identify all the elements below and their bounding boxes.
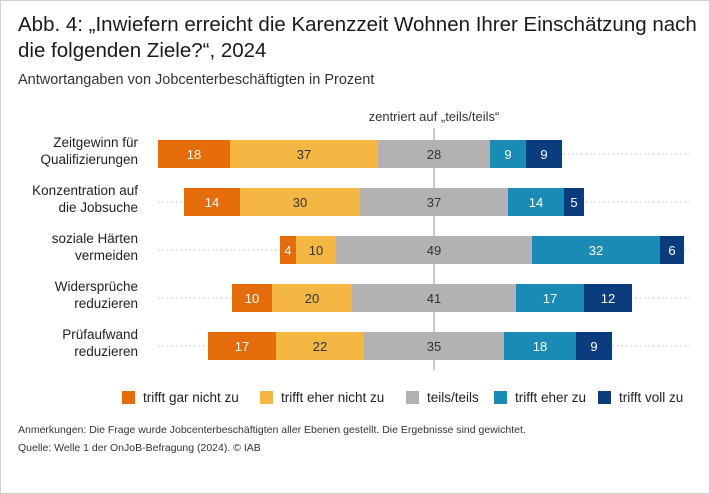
category-label: soziale Härten xyxy=(52,231,138,246)
category-label: reduzieren xyxy=(74,344,138,359)
bar-segment-trifft-gar-nicht-zu xyxy=(184,188,240,216)
category-label: Prüfaufwand xyxy=(62,327,138,342)
bar-value-label: 30 xyxy=(293,195,307,210)
bar-segment-teils-teils xyxy=(352,284,516,312)
legend-swatch xyxy=(260,390,273,404)
bar-segment-trifft-eher-zu xyxy=(490,140,526,168)
bar-value-label: 20 xyxy=(305,291,319,306)
bar-segment-trifft-voll-zu xyxy=(660,236,684,264)
bar-value-label: 49 xyxy=(427,243,441,258)
legend-label: teils/teils xyxy=(427,389,479,405)
bar-segment-trifft-gar-nicht-zu xyxy=(208,332,276,360)
chart-subtitle: Antwortangaben von Jobcenterbeschäftigte… xyxy=(18,72,375,88)
bar-segment-trifft-gar-nicht-zu xyxy=(232,284,272,312)
legend-label: trifft gar nicht zu xyxy=(143,389,239,405)
category-label: Konzentration auf xyxy=(32,183,138,198)
legend-item: trifft gar nicht zu xyxy=(122,388,239,406)
bar-value-label: 35 xyxy=(427,339,441,354)
diverging-stacked-bar-chart: zentriert auf „teils/teils“ 18 37 28 9 9 Zeitg… xyxy=(32,109,690,370)
bar-segment-trifft-eher-nicht-zu xyxy=(296,236,336,264)
category-label: Widersprüche xyxy=(55,279,138,294)
legend-label: trifft eher zu xyxy=(515,389,587,405)
bar-segment-trifft-gar-nicht-zu xyxy=(280,236,296,264)
bar-value-label: 37 xyxy=(427,195,441,210)
bar-value-label: 9 xyxy=(590,339,597,354)
legend-swatch xyxy=(122,390,135,404)
bar-value-label: 6 xyxy=(668,243,675,258)
bar-value-label: 12 xyxy=(601,291,615,306)
chart-title: Abb. 4: „Inwiefern erreicht die Karenzze… xyxy=(18,13,697,62)
bar-segment-trifft-eher-zu xyxy=(516,284,584,312)
bar-segment-trifft-voll-zu xyxy=(576,332,612,360)
legend-item: trifft eher zu xyxy=(494,388,586,406)
legend-swatch xyxy=(598,390,611,404)
bar-segment-teils-teils xyxy=(378,140,490,168)
bar-value-label: 10 xyxy=(245,291,259,306)
bar-value-label: 5 xyxy=(570,195,577,210)
bar-value-label: 18 xyxy=(187,147,201,162)
bar-segment-trifft-voll-zu xyxy=(564,188,584,216)
bar-value-label: 9 xyxy=(540,147,547,162)
notes-source: Quelle: Welle 1 der OnJoB-Befragung (202… xyxy=(18,442,261,454)
legend-item: trifft eher nicht zu xyxy=(260,388,384,406)
legend-label: trifft voll zu xyxy=(619,389,684,405)
bar-segment-trifft-eher-nicht-zu xyxy=(230,140,378,168)
bar-segment-trifft-eher-zu xyxy=(532,236,660,264)
legend-swatch xyxy=(494,390,507,404)
bar-value-label: 32 xyxy=(589,243,603,258)
legend-item: trifft voll zu xyxy=(598,388,683,406)
legend-item: teils/teils xyxy=(406,388,479,406)
bar-segment-teils-teils xyxy=(336,236,532,264)
notes-remarks: Anmerkungen: Die Frage wurde Jobcenterbe… xyxy=(18,424,526,436)
bar-value-label: 41 xyxy=(427,291,441,306)
bar-value-label: 9 xyxy=(504,147,511,162)
center-label: zentriert auf „teils/teils“ xyxy=(369,109,500,124)
bar-value-label: 18 xyxy=(533,339,547,354)
bar-value-label: 37 xyxy=(297,147,311,162)
category-label: die Jobsuche xyxy=(58,200,138,215)
bar-segment-trifft-eher-nicht-zu xyxy=(272,284,352,312)
bar-segment-trifft-voll-zu xyxy=(584,284,632,312)
legend-label: trifft eher nicht zu xyxy=(281,389,385,405)
bar-value-label: 17 xyxy=(235,339,249,354)
bar-segment-trifft-eher-zu xyxy=(508,188,564,216)
bar-value-label: 10 xyxy=(309,243,323,258)
bar-value-label: 17 xyxy=(543,291,557,306)
category-label: vermeiden xyxy=(75,248,138,263)
category-label: Qualifizierungen xyxy=(40,152,138,167)
bar-segment-trifft-voll-zu xyxy=(526,140,562,168)
bar-segment-trifft-eher-nicht-zu xyxy=(276,332,364,360)
chart-notes: Anmerkungen: Die Frage wurde Jobcenterbe… xyxy=(18,421,526,457)
bar-value-label: 28 xyxy=(427,147,441,162)
bar-segment-teils-teils xyxy=(364,332,504,360)
chart-legend: trifft gar nicht zu trifft eher nicht zu t… xyxy=(122,388,702,406)
legend-swatch xyxy=(406,390,419,404)
bar-value-label: 14 xyxy=(529,195,543,210)
bar-value-label: 14 xyxy=(205,195,219,210)
bar-segment-teils-teils xyxy=(360,188,508,216)
bar-segment-trifft-eher-nicht-zu xyxy=(240,188,360,216)
bar-value-label: 4 xyxy=(284,243,291,258)
category-label: reduzieren xyxy=(74,296,138,311)
bar-value-label: 22 xyxy=(313,339,327,354)
category-label: Zeitgewinn für xyxy=(53,135,138,150)
bar-segment-trifft-gar-nicht-zu xyxy=(158,140,230,168)
bar-segment-trifft-eher-zu xyxy=(504,332,576,360)
